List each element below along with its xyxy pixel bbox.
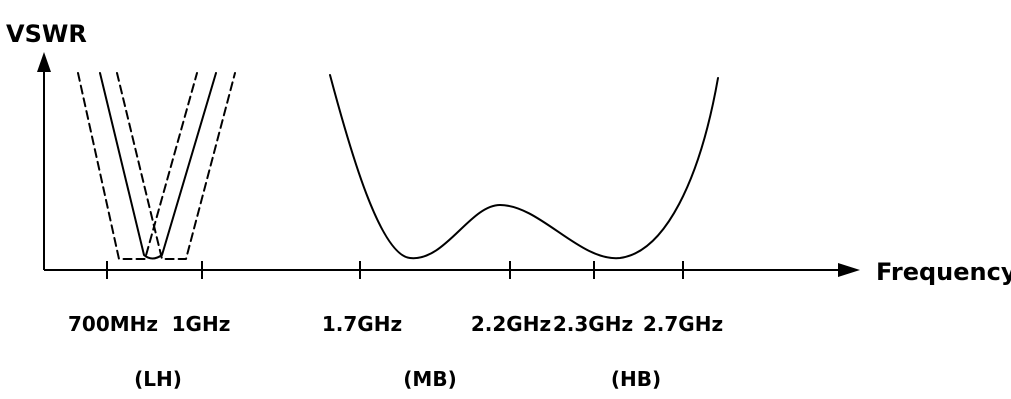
mid-high-band-curve xyxy=(329,74,719,260)
tick-label: 700MHz xyxy=(68,312,158,336)
axes xyxy=(37,52,860,277)
tick-label: 2.7GHz xyxy=(643,312,723,336)
band-label-hb: (HB) xyxy=(611,367,661,391)
low-band-curves xyxy=(77,72,236,260)
tick-label: 1.7GHz xyxy=(322,312,402,336)
low-band-dashed-curve-right xyxy=(116,72,236,260)
band-labels: (LH) (MB) (HB) xyxy=(134,367,661,391)
y-axis-label: VSWR xyxy=(6,20,87,48)
tick-label: 2.2GHz xyxy=(471,312,551,336)
band-label-mb: (MB) xyxy=(403,367,456,391)
y-axis-arrow-icon xyxy=(37,52,51,72)
low-band-dashed-curve-left xyxy=(77,72,198,260)
tick-label: 1GHz xyxy=(172,312,231,336)
tick-label: 2.3GHz xyxy=(553,312,633,336)
tick-labels: 700MHz 1GHz 1.7GHz 2.2GHz 2.3GHz 2.7GHz xyxy=(68,312,723,336)
band-label-lh: (LH) xyxy=(134,367,182,391)
low-band-solid-curve xyxy=(99,72,217,260)
x-axis-arrow-icon xyxy=(838,263,860,277)
x-axis-label: Frequency xyxy=(876,258,1011,286)
x-ticks xyxy=(106,261,684,279)
